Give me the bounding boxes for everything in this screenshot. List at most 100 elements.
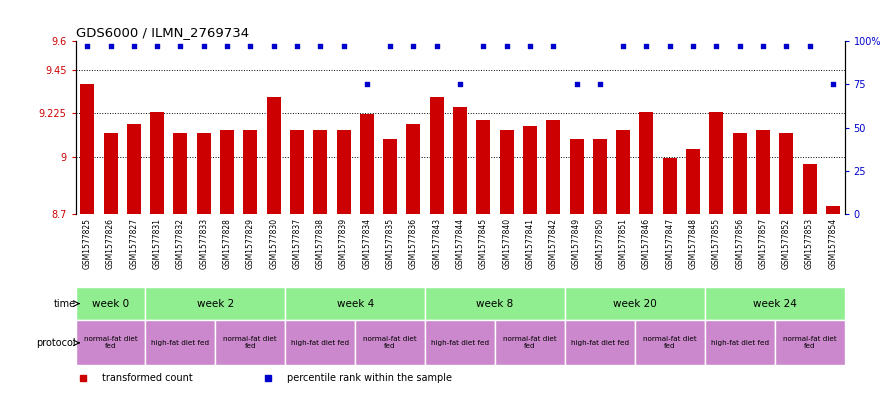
Text: normal-fat diet
fed: normal-fat diet fed <box>503 336 557 349</box>
Point <box>429 43 444 50</box>
Bar <box>565 320 635 365</box>
Text: GSM1577825: GSM1577825 <box>83 218 92 269</box>
Text: transformed count: transformed count <box>102 373 193 383</box>
Bar <box>425 320 495 365</box>
Point <box>826 81 840 88</box>
Bar <box>196 134 211 214</box>
Text: GSM1577837: GSM1577837 <box>292 218 301 269</box>
Point <box>103 43 117 50</box>
Point <box>220 43 234 50</box>
Text: normal-fat diet
fed: normal-fat diet fed <box>84 336 138 349</box>
Bar <box>127 124 140 214</box>
Bar <box>215 320 285 365</box>
Bar <box>146 287 285 320</box>
Bar <box>705 320 774 365</box>
Point <box>639 43 653 50</box>
Bar <box>546 120 560 214</box>
Text: GSM1577836: GSM1577836 <box>409 218 418 269</box>
Bar <box>406 124 420 214</box>
Bar <box>570 139 583 214</box>
Text: week 2: week 2 <box>196 299 234 309</box>
Text: GSM1577831: GSM1577831 <box>153 218 162 269</box>
Point <box>196 43 211 50</box>
Text: GSM1577841: GSM1577841 <box>525 218 534 269</box>
Bar <box>826 206 840 214</box>
Text: GSM1577849: GSM1577849 <box>572 218 581 269</box>
Bar <box>356 320 425 365</box>
Point <box>453 81 468 88</box>
Text: GSM1577851: GSM1577851 <box>619 218 628 269</box>
Point <box>477 43 491 50</box>
Text: GSM1577854: GSM1577854 <box>829 218 837 269</box>
Point <box>756 43 770 50</box>
Bar <box>495 320 565 365</box>
Bar <box>686 149 700 214</box>
Point <box>173 43 188 50</box>
Bar <box>663 158 677 214</box>
Bar <box>593 139 607 214</box>
Text: high-fat diet fed: high-fat diet fed <box>571 340 629 346</box>
Bar <box>313 130 327 214</box>
Point <box>150 43 164 50</box>
Text: GSM1577834: GSM1577834 <box>363 218 372 269</box>
Bar <box>285 320 356 365</box>
Bar <box>477 120 491 214</box>
Bar <box>453 107 467 214</box>
Point <box>127 43 141 50</box>
Text: GDS6000 / ILMN_2769734: GDS6000 / ILMN_2769734 <box>76 26 249 39</box>
Text: GSM1577848: GSM1577848 <box>689 218 698 269</box>
Bar <box>429 97 444 214</box>
Text: normal-fat diet
fed: normal-fat diet fed <box>223 336 277 349</box>
Bar <box>220 130 234 214</box>
Text: GSM1577844: GSM1577844 <box>455 218 465 269</box>
Text: GSM1577847: GSM1577847 <box>665 218 674 269</box>
Text: percentile rank within the sample: percentile rank within the sample <box>287 373 452 383</box>
Bar <box>285 287 425 320</box>
Point <box>267 43 281 50</box>
Point <box>336 43 350 50</box>
Text: week 20: week 20 <box>613 299 657 309</box>
Point <box>244 43 258 50</box>
Bar <box>290 130 304 214</box>
Bar <box>500 130 514 214</box>
Text: GSM1577843: GSM1577843 <box>432 218 441 269</box>
Point <box>803 43 817 50</box>
Bar <box>425 287 565 320</box>
Bar <box>523 126 537 214</box>
Text: GSM1577857: GSM1577857 <box>758 218 767 269</box>
Bar <box>639 112 653 214</box>
Text: GSM1577855: GSM1577855 <box>712 218 721 269</box>
Point <box>383 43 397 50</box>
Text: GSM1577846: GSM1577846 <box>642 218 651 269</box>
Point <box>616 43 630 50</box>
Text: GSM1577850: GSM1577850 <box>596 218 605 269</box>
Point <box>733 43 747 50</box>
Text: GSM1577840: GSM1577840 <box>502 218 511 269</box>
Bar <box>733 134 747 214</box>
Bar <box>267 97 281 214</box>
Text: week 8: week 8 <box>477 299 514 309</box>
Text: GSM1577839: GSM1577839 <box>339 218 348 269</box>
Text: normal-fat diet
fed: normal-fat diet fed <box>364 336 417 349</box>
Text: GSM1577856: GSM1577856 <box>735 218 744 269</box>
Point <box>500 43 514 50</box>
Bar <box>337 130 350 214</box>
Point <box>313 43 327 50</box>
Text: week 0: week 0 <box>92 299 129 309</box>
Text: high-fat diet fed: high-fat diet fed <box>431 340 489 346</box>
Point <box>662 43 677 50</box>
Bar <box>635 320 705 365</box>
Text: GSM1577845: GSM1577845 <box>479 218 488 269</box>
Point <box>80 43 94 50</box>
Text: high-fat diet fed: high-fat diet fed <box>292 340 349 346</box>
Point <box>779 43 793 50</box>
Point <box>546 43 560 50</box>
Text: GSM1577833: GSM1577833 <box>199 218 208 269</box>
Text: GSM1577830: GSM1577830 <box>269 218 278 269</box>
Bar <box>244 130 257 214</box>
Point <box>406 43 420 50</box>
Point <box>570 81 584 88</box>
Text: GSM1577842: GSM1577842 <box>549 218 557 269</box>
Point <box>523 43 537 50</box>
Bar <box>565 287 705 320</box>
